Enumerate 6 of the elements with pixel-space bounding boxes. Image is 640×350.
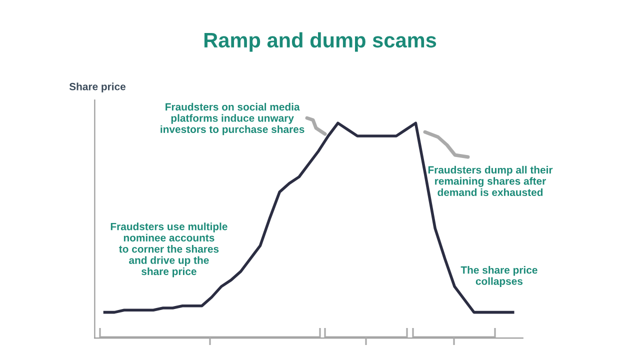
annotation: Fraudsters use multiple nominee accounts to corner the shares and drive up the share price <box>110 222 228 278</box>
annotation: Fraudsters on social media platforms induce unwary investors to purchase shares <box>160 102 304 136</box>
chart-title: Ramp and dump scams <box>204 32 436 52</box>
annotation: Fraudsters dump all their remaining shares after demand is exhausted <box>428 166 553 196</box>
annotation: The share price collapses <box>460 266 538 287</box>
y-axis-title: Share price <box>69 82 126 92</box>
